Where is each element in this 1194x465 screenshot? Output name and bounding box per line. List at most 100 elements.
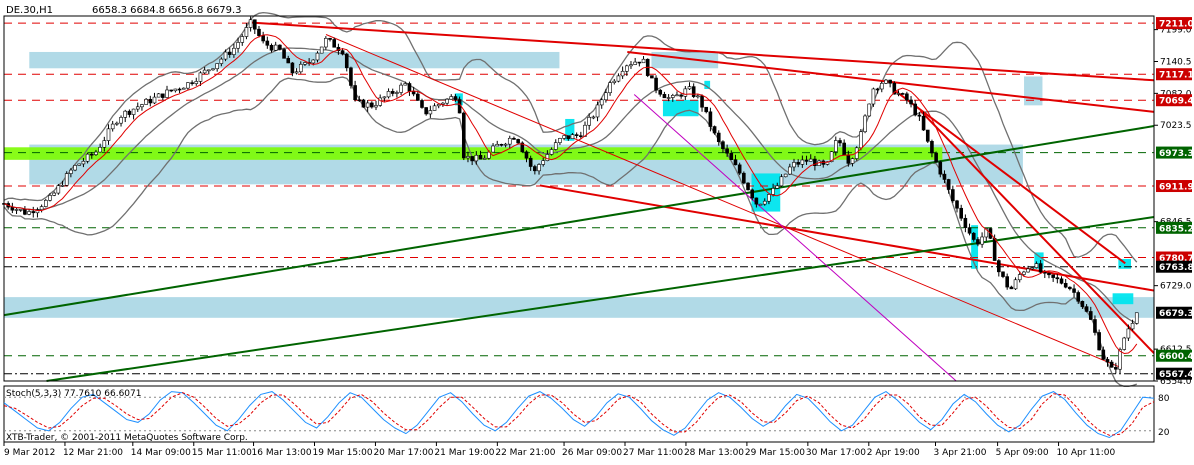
candle-body-223 [934,152,938,163]
trendline-red-3 [895,90,1126,265]
level-label-1: 7117.1 [1159,71,1194,81]
x-tick-label-17: 10 Apr 11:00 [1057,448,1116,458]
candle-body-126 [528,157,533,167]
candle-body-12 [52,192,56,196]
candle-body-127 [533,166,537,172]
candle-body-16 [69,169,73,174]
candle-body-125 [524,151,529,159]
candle-body-224 [938,161,943,175]
candle-body-166 [696,95,700,98]
candle-body-120 [503,143,508,146]
candle-body-23 [98,146,102,153]
candle-body-34 [144,98,148,105]
candle-body-96 [403,83,408,86]
candle-body-142 [595,104,600,118]
candle-body-239 [1001,271,1005,277]
level-label-7: 6763.8 [1159,263,1194,273]
candle-body-210 [879,83,884,90]
candle-body-74 [311,59,316,64]
candle-body-97 [407,83,412,92]
candle-body-147 [616,75,621,82]
candle-body-171 [716,132,721,143]
candle-body-36 [152,96,157,104]
candle-body-271 [1134,312,1139,324]
candle-body-251 [1051,274,1055,278]
y-tick-label-3: 7023.5 [1160,121,1192,131]
candle-body-144 [604,92,608,101]
candle-body-38 [161,93,165,98]
candle-body-57 [240,36,245,43]
level-label-box-9 [1156,349,1192,362]
x-tick-label-14: 2 Apr 19:00 [867,448,920,458]
candle-body-168 [704,106,709,113]
candle-body-123 [516,139,520,144]
candle-body-245 [1026,268,1030,273]
stoch-level-label-1: 20 [1158,428,1170,438]
candle-body-187 [783,173,788,178]
candle-body-20 [85,153,90,162]
candle-body-53 [223,51,228,60]
x-tick-label-7: 21 Mar 19:00 [434,448,494,458]
candle-body-259 [1084,306,1089,312]
candle-body-102 [428,110,433,115]
candle-body-227 [951,189,955,202]
candle-body-252 [1055,277,1060,280]
candle-body-263 [1101,349,1106,360]
candle-body-30 [127,110,132,115]
x-tick-label-16: 5 Apr 09:00 [996,448,1049,458]
candle-body-94 [395,92,399,94]
candle-body-247 [1034,263,1039,268]
candle-body-92 [386,91,391,98]
candle-body-110 [461,112,466,159]
candle-body-192 [804,159,809,162]
candle-body-64 [269,44,274,51]
stoch-main-line [3,391,1155,439]
level-label-4: 6911.9 [1159,183,1194,193]
candle-body-250 [1047,272,1051,276]
candle-body-208 [871,88,876,105]
candle-body-106 [445,98,449,104]
candle-body-121 [507,137,512,145]
candle-body-31 [131,108,136,115]
stoch-label: Stoch(5,3,3) 77.7610 66.6071 [6,389,141,399]
candle-body-159 [666,97,671,99]
candle-body-189 [792,162,796,168]
trendline-green-6 [3,125,1155,317]
level-label-box-4 [1156,180,1192,193]
level-label-5: 6835.2 [1159,224,1194,234]
stoch-signal-line [3,392,1155,436]
moving-average-line [3,34,1138,355]
candle-body-255 [1068,286,1072,290]
candle-body-191 [800,159,805,165]
candle-body-222 [930,141,934,154]
candle-body-193 [808,158,813,162]
candle-body-237 [992,238,997,261]
candle-body-81 [340,50,345,55]
level-label-box-3 [1156,146,1192,159]
candle-body-99 [416,93,420,101]
candle-body-114 [478,154,483,160]
candle-body-18 [77,163,82,166]
candle-body-198 [829,151,834,163]
level-label-10: 6567.4 [1159,370,1194,380]
candle-body-146 [612,80,617,83]
price-plot-frame [3,15,1155,382]
candle-body-62 [261,35,265,42]
candle-body-47 [198,72,203,82]
candle-body-257 [1076,292,1081,302]
candle-body-206 [863,115,867,133]
candle-body-209 [875,88,880,91]
stoch-plot-frame [3,385,1155,443]
zone-cyan-10 [971,225,979,269]
candle-body-8 [35,209,40,214]
candle-body-43 [181,87,186,90]
candle-body-112 [470,156,474,162]
trendline-red-5 [325,34,1122,369]
candle-body-32 [135,106,140,110]
candle-body-28 [119,117,123,124]
candle-body-238 [997,260,1001,273]
candle-body-75 [315,52,320,61]
candle-body-22 [94,151,98,155]
candle-body-111 [466,156,470,159]
